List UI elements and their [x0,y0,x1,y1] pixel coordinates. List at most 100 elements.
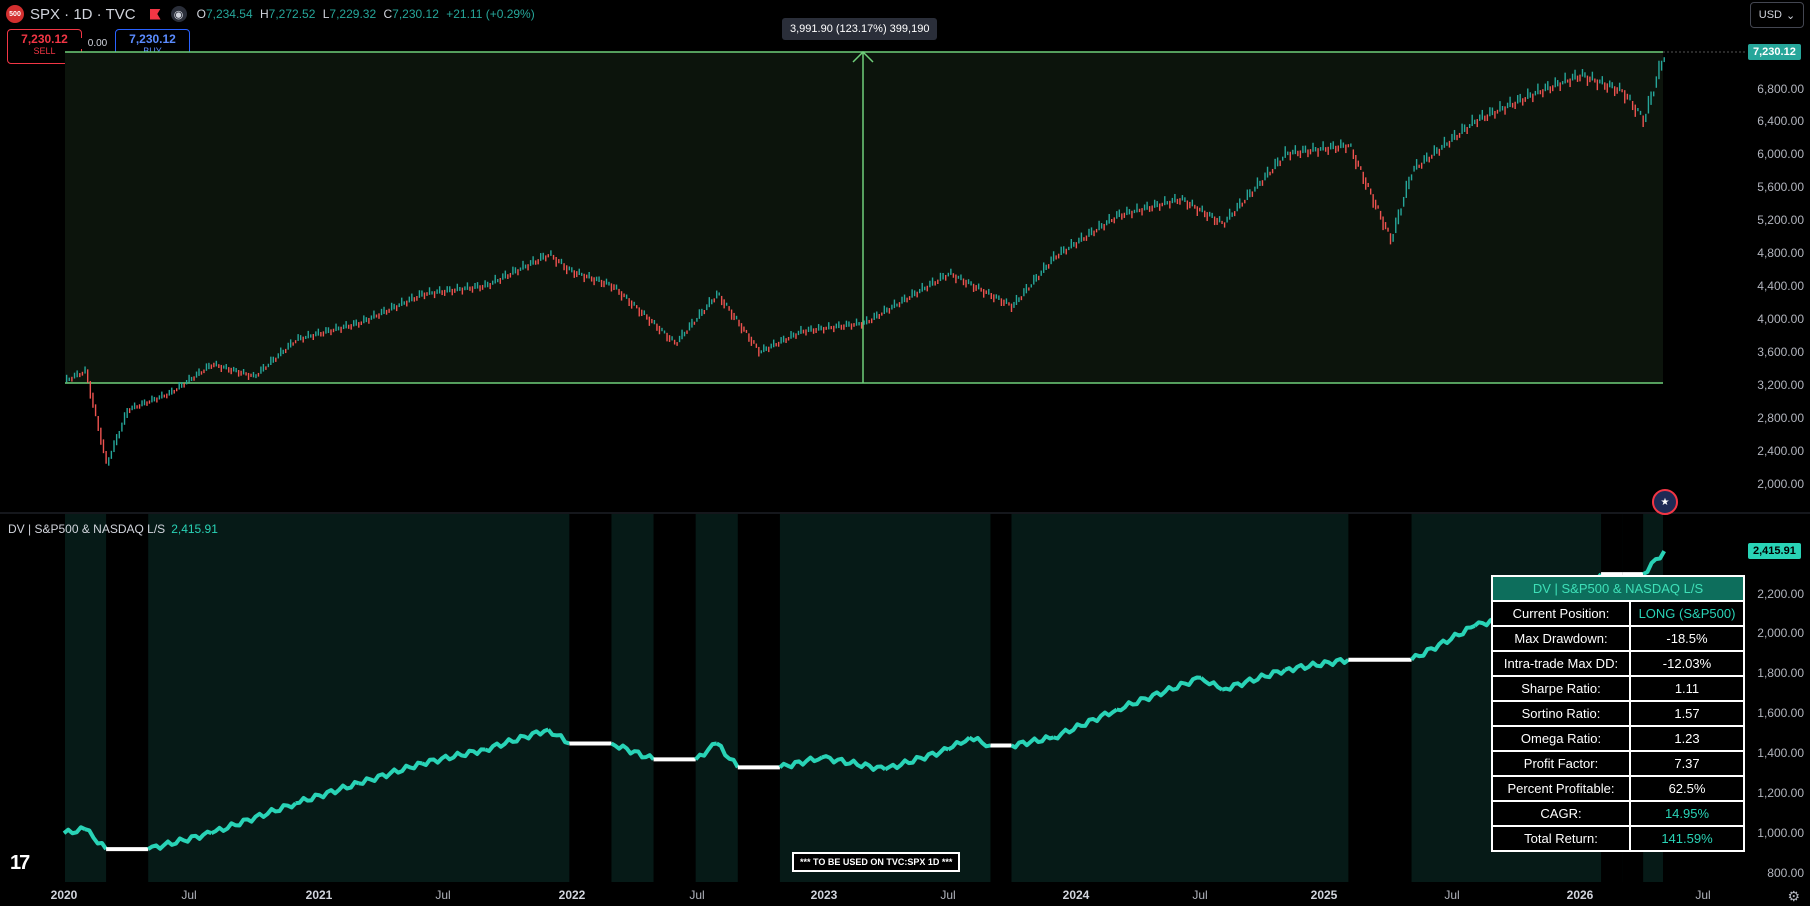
price-tick: 2,400.00 [1757,444,1804,458]
price-tick: 5,200.00 [1757,213,1804,227]
buy-price: 7,230.12 [129,32,176,46]
equity-segment [1010,734,1055,750]
flat-band [1390,514,1412,882]
currency-selector[interactable]: USD ⌄ [1750,2,1804,28]
price-series [65,57,1665,466]
stats-value: 1.57 [1629,700,1745,727]
chart-header: 500 SPX · 1D · TVC ◉ O7,234.54 H7,272.52… [6,4,539,24]
stats-title: DV | S&P500 & NASDAQ L/S [1491,575,1745,602]
equity-segment [358,760,423,786]
flat-band [990,514,1012,882]
time-tick: Jul [940,888,956,902]
indicator-tick: 1,800.00 [1757,666,1804,680]
equity-segment [1053,707,1118,741]
indicator-name: DV | S&P500 & NASDAQ L/S [8,522,166,536]
stats-value: 1.23 [1629,725,1745,752]
ohlc-low-value: 7,229.32 [329,7,377,21]
flat-band [737,514,780,882]
stats-label: Intra-trade Max DD: [1491,650,1631,677]
flat-band [569,514,612,882]
stats-row: Sortino Ratio: 1.57 [1491,700,1745,727]
equity-segment [947,736,971,752]
time-tick: 2024 [1062,888,1090,902]
price-tick: 3,200.00 [1757,378,1804,392]
sell-price: 7,230.12 [21,32,68,46]
equity-segment [821,754,887,772]
eye-icon[interactable]: ◉ [170,6,187,22]
price-tick: 4,800.00 [1757,246,1804,260]
price-tick: 4,000.00 [1757,312,1804,326]
stats-value: LONG (S&P500) [1629,600,1745,627]
us-flag-icon[interactable]: ★ [1652,489,1678,515]
stats-row: Intra-trade Max DD: -12.03% [1491,650,1745,677]
ohlc-change: +21.11 (+0.29%) [446,7,535,21]
currency-label: USD [1758,9,1782,21]
stats-row: CAGR: 14.95% [1491,800,1745,827]
equity-segment [1409,624,1476,662]
time-tick: 2023 [810,888,838,902]
spread-value: 0.00 [80,38,115,49]
symbol-title[interactable]: SPX · 1D · TVC [30,5,136,23]
ohlc-low-label: L [322,7,330,21]
ohlc-close-value: 7,230.12 [392,7,439,21]
price-tick: 3,600.00 [1757,345,1804,359]
equity-segment [147,829,213,851]
indicator-value-label: 2,415.91 [1748,543,1801,559]
price-tick: 2,800.00 [1757,411,1804,425]
stats-value: -18.5% [1629,625,1745,652]
indicator-tick: 1,600.00 [1757,706,1804,720]
stats-label: Total Return: [1491,825,1631,852]
equity-segment [884,746,950,772]
ohlc-high-label: H [260,7,269,21]
position-bands [65,514,1663,882]
flat-band [1348,514,1391,882]
equity-segment [546,728,570,746]
time-tick: 2020 [50,888,78,902]
measure-arrow-head [852,50,874,63]
indicator-tick: 1,000.00 [1757,826,1804,840]
time-tick: Jul [181,888,197,902]
stats-label: Current Position: [1491,600,1631,627]
stats-row: Omega Ratio: 1.23 [1491,725,1745,752]
stats-value: 1.11 [1629,675,1745,702]
price-tick: 5,600.00 [1757,180,1804,194]
stats-value: 141.59% [1629,825,1745,852]
equity-segment [295,779,360,806]
indicator-tick: 1,200.00 [1757,786,1804,800]
equity-segment [210,801,298,835]
flat-band [106,514,149,882]
gear-icon[interactable]: ⚙ [1787,888,1800,904]
stats-value: -12.03% [1629,650,1745,677]
indicator-tick: 800.00 [1767,866,1804,880]
stats-row: Current Position: LONG (S&P500) [1491,600,1745,627]
measure-tooltip: 3,991.90 (123.17%) 399,190 [782,18,938,40]
price-tick: 6,000.00 [1757,147,1804,161]
price-tick: 6,400.00 [1757,114,1804,128]
time-tick: Jul [435,888,451,902]
time-tick: 2025 [1310,888,1338,902]
equity-segment [1284,657,1350,674]
usage-note: *** TO BE USED ON TVC:SPX 1D *** [792,852,961,872]
stats-row: Total Return: 141.59% [1491,825,1745,852]
equity-segment [62,825,86,836]
measure-range-fill [65,52,1663,383]
equity-series [62,550,1666,852]
indicator-tick: 2,000.00 [1757,626,1804,640]
time-tick: Jul [689,888,705,902]
time-tick: 2021 [305,888,333,902]
stats-label: Omega Ratio: [1491,725,1631,752]
price-tick: 4,400.00 [1757,279,1804,293]
stats-table: DV | S&P500 & NASDAQ L/S Current Positio… [1491,575,1745,852]
flag-icon[interactable] [149,8,161,20]
stats-value: 14.95% [1629,800,1745,827]
stats-value: 62.5% [1629,775,1745,802]
ohlc-values: O7,234.54 H7,272.52 L7,229.32 C7,230.12 … [197,7,539,21]
equity-segment [1199,676,1224,692]
stats-label: Profit Factor: [1491,750,1631,777]
equity-segment [1221,668,1287,692]
stats-label: Sharpe Ratio: [1491,675,1631,702]
equity-segment [694,741,718,761]
tradingview-logo-icon[interactable]: 17 [10,852,30,874]
indicator-title[interactable]: DV | S&P500 & NASDAQ L/S 2,415.91 [8,522,218,536]
